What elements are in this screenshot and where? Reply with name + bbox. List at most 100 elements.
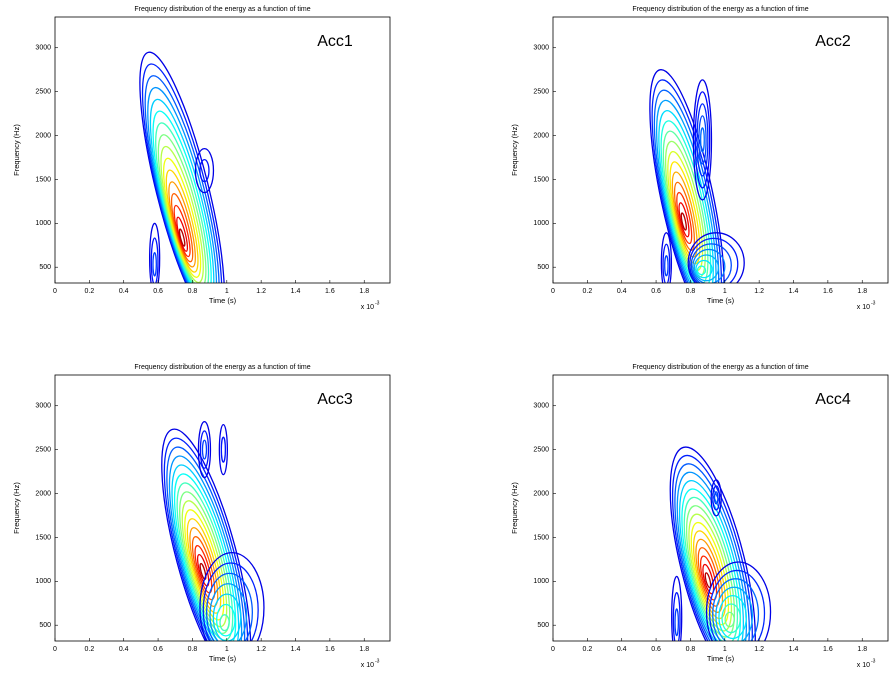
x-scale-label: x 10 bbox=[857, 662, 870, 669]
contour-line bbox=[674, 463, 750, 641]
contour-line bbox=[669, 446, 756, 641]
contour-line bbox=[161, 428, 252, 641]
y-tick-label: 1000 bbox=[533, 578, 549, 585]
contour-line bbox=[205, 572, 253, 641]
contour-line bbox=[702, 563, 715, 595]
chart-title: Frequency distribution of the energy as … bbox=[134, 364, 310, 371]
y-tick-label: 1000 bbox=[35, 220, 51, 227]
contour-line bbox=[149, 98, 215, 283]
x-tick-label: 1.4 bbox=[291, 288, 301, 295]
contour-line bbox=[199, 430, 210, 469]
chart-title: Frequency distribution of the energy as … bbox=[632, 364, 808, 371]
contour-line bbox=[144, 75, 220, 283]
contour-line bbox=[660, 232, 673, 283]
axes-box bbox=[552, 16, 889, 284]
contour-line bbox=[664, 255, 669, 277]
contour-line bbox=[705, 561, 772, 641]
contour-line bbox=[672, 592, 681, 641]
x-scale-exponent: -3 bbox=[375, 300, 380, 306]
x-tick-label: 1.2 bbox=[256, 288, 266, 295]
x-tick-label: 0.8 bbox=[686, 646, 696, 653]
contour-line bbox=[173, 204, 191, 258]
contour-line bbox=[220, 436, 227, 463]
contour-line bbox=[692, 248, 726, 283]
axes-box bbox=[552, 374, 889, 642]
contour-line bbox=[721, 603, 741, 634]
contour-line bbox=[199, 158, 210, 183]
contour-line bbox=[688, 513, 733, 632]
x-axis-label: Time (s) bbox=[707, 654, 735, 663]
x-tick-label: 1.6 bbox=[325, 288, 335, 295]
contour-line bbox=[216, 603, 236, 637]
contour-line bbox=[173, 473, 237, 641]
contour-line bbox=[155, 122, 210, 283]
x-tick-label: 0.6 bbox=[153, 288, 163, 295]
y-tick-label: 2500 bbox=[35, 88, 51, 95]
contour-line bbox=[696, 103, 709, 177]
contour-line bbox=[157, 134, 207, 283]
y-tick-label: 1000 bbox=[533, 220, 549, 227]
contour-line bbox=[673, 181, 696, 251]
x-tick-label: 1.2 bbox=[754, 288, 764, 295]
contour-line bbox=[715, 586, 754, 641]
contour-line bbox=[690, 243, 732, 283]
contour-line bbox=[674, 608, 680, 637]
contour-line bbox=[724, 611, 735, 628]
contour-line bbox=[681, 488, 742, 641]
annotation: Acc4 bbox=[815, 391, 851, 408]
panel: 0 0.2 0.4 0.6 0.8 1 1.2 1.4 1.6 1.8 500 1000 1500 200… bbox=[12, 364, 391, 669]
contour-line bbox=[148, 222, 161, 283]
contour-line bbox=[168, 455, 243, 641]
contour-line bbox=[199, 552, 265, 641]
contour-line bbox=[683, 496, 739, 641]
x-tick-label: 0.4 bbox=[119, 288, 129, 295]
contour-line bbox=[165, 169, 199, 273]
contour-line bbox=[671, 575, 683, 641]
chart-title: Frequency distribution of the energy as … bbox=[632, 6, 808, 13]
axes-box bbox=[54, 374, 391, 642]
x-tick-label: 0.2 bbox=[84, 646, 94, 653]
x-scale-label: x 10 bbox=[361, 662, 374, 669]
panel: 0 0.2 0.4 0.6 0.8 1 1.2 1.4 1.6 1.8 500 1000 1500 200… bbox=[510, 364, 889, 669]
contour-line bbox=[176, 216, 189, 252]
x-tick-label: 0.6 bbox=[651, 288, 661, 295]
contour-line bbox=[651, 79, 723, 283]
x-tick-label: 0.4 bbox=[617, 646, 627, 653]
y-tick-label: 3000 bbox=[533, 45, 549, 52]
contour-line bbox=[687, 232, 745, 283]
contour-line bbox=[178, 228, 186, 247]
contours bbox=[161, 420, 265, 641]
x-tick-label: 0 bbox=[551, 288, 555, 295]
x-tick-label: 0.4 bbox=[119, 646, 129, 653]
y-tick-label: 2500 bbox=[533, 88, 549, 95]
contour-line bbox=[202, 562, 259, 641]
contour-line bbox=[692, 79, 713, 201]
y-tick-label: 1500 bbox=[533, 176, 549, 183]
axes-box bbox=[54, 16, 391, 284]
x-scale-exponent: -3 bbox=[871, 300, 876, 306]
y-tick-label: 2000 bbox=[533, 490, 549, 497]
contour-line bbox=[662, 130, 709, 283]
x-scale-label: x 10 bbox=[361, 304, 374, 311]
contour-line bbox=[671, 454, 753, 641]
y-tick-label: 500 bbox=[537, 622, 549, 629]
x-tick-label: 0.8 bbox=[188, 288, 198, 295]
contour-line bbox=[718, 594, 748, 640]
contour-line bbox=[676, 471, 747, 641]
y-axis-label: Frequency (Hz) bbox=[12, 124, 21, 176]
x-tick-label: 1 bbox=[225, 288, 229, 295]
y-tick-label: 2000 bbox=[35, 490, 51, 497]
contour-line bbox=[201, 439, 208, 460]
y-tick-label: 2000 bbox=[533, 132, 549, 139]
x-tick-label: 0.8 bbox=[686, 288, 696, 295]
x-tick-label: 0.2 bbox=[582, 288, 592, 295]
x-tick-label: 0 bbox=[551, 646, 555, 653]
contour-line bbox=[176, 482, 234, 641]
contour-line bbox=[710, 479, 722, 517]
contours bbox=[139, 51, 226, 283]
x-tick-label: 1.4 bbox=[789, 646, 799, 653]
x-tick-label: 1.6 bbox=[823, 288, 833, 295]
x-tick-label: 1.4 bbox=[789, 288, 799, 295]
x-tick-label: 1.2 bbox=[256, 646, 266, 653]
